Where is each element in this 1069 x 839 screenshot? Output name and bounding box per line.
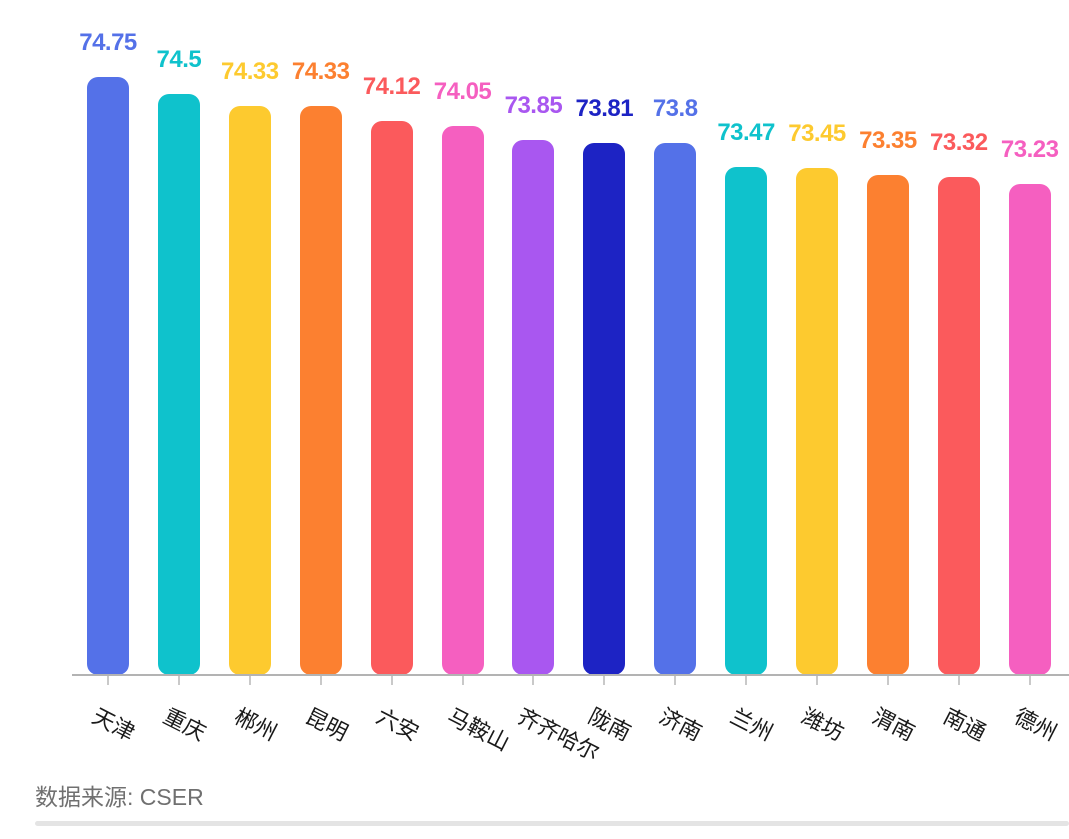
bar-value-label: 73.8 bbox=[652, 95, 698, 122]
bar-value-label: 73.47 bbox=[717, 119, 775, 146]
axis-category-label: 重庆 bbox=[159, 703, 210, 746]
bar-value-label: 74.12 bbox=[362, 73, 421, 100]
axis-category-label: 兰州 bbox=[726, 703, 778, 746]
bar-value-label: 73.23 bbox=[1000, 136, 1059, 163]
bar[interactable] bbox=[1008, 184, 1051, 675]
axis-tick bbox=[603, 676, 606, 685]
axis-category-label: 昆明 bbox=[301, 703, 352, 746]
data-source-label: 数据来源: CSER bbox=[35, 784, 204, 810]
axis-tick bbox=[886, 676, 889, 685]
axis-tick bbox=[177, 676, 180, 685]
axis-tick bbox=[1028, 676, 1031, 685]
bar[interactable] bbox=[157, 94, 200, 675]
axis-category-label: 潍坊 bbox=[797, 703, 848, 746]
bar[interactable] bbox=[228, 106, 271, 675]
axis-tick bbox=[745, 676, 748, 685]
axis-category-label: 南通 bbox=[939, 703, 990, 746]
axis-tick bbox=[390, 676, 393, 685]
bar[interactable] bbox=[512, 140, 555, 675]
axis-category-label: 济南 bbox=[655, 703, 707, 746]
bar[interactable] bbox=[796, 168, 838, 675]
bar-value-label: 73.32 bbox=[930, 129, 988, 156]
bar[interactable] bbox=[441, 126, 484, 675]
bar[interactable] bbox=[370, 121, 413, 675]
axis-category-label: 六安 bbox=[371, 703, 423, 746]
axis-category-label: 郴州 bbox=[230, 703, 281, 746]
axis-tick bbox=[532, 676, 535, 685]
bar-value-label: 74.33 bbox=[291, 58, 350, 85]
bar[interactable] bbox=[866, 175, 909, 675]
axis-tick bbox=[957, 676, 960, 685]
bar[interactable] bbox=[299, 106, 342, 675]
bar-value-label: 74.75 bbox=[79, 29, 137, 56]
bar[interactable] bbox=[725, 167, 768, 675]
bar-value-label: 73.85 bbox=[504, 92, 563, 119]
bar-value-label: 74.33 bbox=[221, 58, 279, 85]
x-axis-line bbox=[72, 674, 1069, 676]
bar[interactable] bbox=[583, 143, 626, 675]
bar[interactable] bbox=[87, 77, 129, 675]
axis-category-label: 天津 bbox=[88, 703, 139, 746]
bar-value-label: 74.05 bbox=[433, 78, 492, 105]
axis-tick bbox=[816, 676, 818, 685]
bar-value-label: 73.45 bbox=[788, 120, 846, 147]
axis-category-label: 德州 bbox=[1010, 703, 1061, 746]
axis-tick bbox=[107, 676, 109, 685]
axis-category-label: 马鞍山 bbox=[442, 703, 514, 756]
axis-tick bbox=[319, 676, 322, 685]
bar-value-label: 73.81 bbox=[575, 95, 634, 122]
footer-divider bbox=[35, 821, 1069, 826]
axis-tick bbox=[248, 676, 251, 685]
bar[interactable] bbox=[654, 143, 697, 675]
bar[interactable] bbox=[937, 177, 980, 675]
axis-tick bbox=[674, 676, 677, 685]
axis-category-label: 渭南 bbox=[868, 703, 919, 746]
bar-value-label: 73.35 bbox=[859, 127, 917, 154]
axis-tick bbox=[461, 676, 464, 685]
bar-value-label: 74.5 bbox=[156, 46, 202, 73]
